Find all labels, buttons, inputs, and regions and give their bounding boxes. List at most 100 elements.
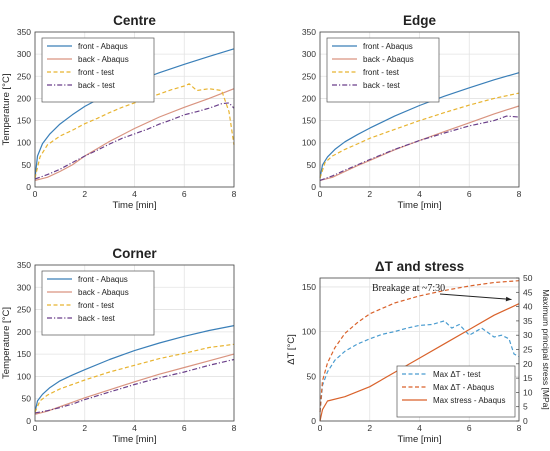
y-tick-label: 0 — [26, 182, 31, 192]
legend-label: front - test — [78, 301, 115, 310]
y-tick-label: 300 — [17, 49, 31, 59]
legend-label: back - Abaqus — [78, 288, 129, 297]
legend-label: front - Abaqus — [78, 275, 128, 284]
y-tick-label: 250 — [302, 71, 316, 81]
y-tick-label: 100 — [302, 327, 316, 337]
legend: front - Abaqus back - Abaqus front - test b… — [41, 37, 155, 103]
y2-tick-label: 35 — [523, 316, 533, 326]
legend-label: back - Abaqus — [363, 55, 414, 64]
x-tick-label: 2 — [367, 189, 372, 199]
y-axis-label: Temperature [°C] — [1, 74, 12, 146]
legend-box — [326, 37, 440, 103]
x-tick-label: 2 — [367, 423, 372, 433]
x-tick-label: 0 — [318, 423, 323, 433]
legend-label: back - test — [78, 81, 116, 90]
y2-tick-label: 40 — [523, 302, 533, 312]
series-line-3 — [34, 343, 235, 413]
legend-label: front - Abaqus — [78, 42, 128, 51]
y2-tick-label: 50 — [523, 273, 533, 283]
y-tick-label: 50 — [22, 394, 32, 404]
y-tick-label: 50 — [307, 160, 317, 170]
y-tick-label: 0 — [26, 416, 31, 426]
series-line-2 — [34, 88, 235, 181]
x-tick-label: 6 — [182, 189, 187, 199]
y-tick-label: 0 — [311, 416, 316, 426]
y-tick-label: 200 — [17, 327, 31, 337]
x-axis-label: Time [min] — [113, 200, 157, 211]
series-line-3 — [319, 303, 520, 422]
annotation-arrowhead — [505, 296, 512, 302]
annotation-label: Breakage at ~7:30 — [372, 283, 445, 294]
series-line-1 — [319, 72, 520, 179]
axes-frame — [34, 31, 235, 188]
series-line-1 — [319, 320, 520, 413]
y2-tick-label: 20 — [523, 359, 533, 369]
x-axis-label: Time [min] — [398, 200, 442, 211]
y-tick-label: 50 — [307, 371, 317, 381]
legend-box — [41, 270, 155, 336]
y-tick-label: 350 — [302, 27, 316, 37]
y-tick-label: 150 — [17, 116, 31, 126]
legend-label: Max ΔT - Abaqus — [433, 383, 494, 392]
y-tick-label: 100 — [17, 138, 31, 148]
x-tick-label: 8 — [232, 423, 237, 433]
y-tick-label: 300 — [302, 49, 316, 59]
y2-tick-label: 5 — [523, 402, 528, 412]
y-tick-label: 350 — [17, 27, 31, 37]
y2-tick-label: 45 — [523, 287, 533, 297]
y-tick-label: 200 — [17, 93, 31, 103]
legend-label: front - Abaqus — [363, 42, 413, 51]
chart-panel-1: 0 2 4 6 8 0 50 100 150 200 250 300 350 Centre Time [mi… — [1, 13, 237, 211]
y-tick-label: 100 — [17, 371, 31, 381]
legend-box — [41, 37, 155, 103]
y-tick-label: 250 — [17, 71, 31, 81]
legend: front - Abaqus back - Abaqus front - test b… — [41, 270, 155, 336]
y2-tick-label: 25 — [523, 345, 533, 355]
chart-panel-2: 0 2 4 6 8 0 50 100 150 200 250 300 350 Edge Time [min]… — [302, 13, 522, 211]
y-tick-label: 300 — [17, 282, 31, 292]
x-tick-label: 6 — [467, 423, 472, 433]
legend-label: front - test — [363, 68, 400, 77]
y-tick-label: 150 — [17, 349, 31, 359]
chart-title: Edge — [403, 13, 436, 28]
x-tick-label: 4 — [132, 189, 137, 199]
chart-title: ΔT and stress — [375, 259, 464, 274]
x-tick-label: 4 — [417, 189, 422, 199]
legend-label: front - test — [78, 68, 115, 77]
x-tick-label: 2 — [82, 423, 87, 433]
y2-tick-label: 30 — [523, 330, 533, 340]
chart-title: Centre — [113, 13, 156, 28]
series-line-4 — [34, 102, 235, 180]
x-tick-label: 0 — [33, 189, 38, 199]
series-line-1 — [34, 48, 235, 179]
x-tick-label: 6 — [182, 423, 187, 433]
legend-label: back - test — [363, 81, 401, 90]
y-tick-label: 150 — [302, 116, 316, 126]
axes-frame — [34, 264, 235, 422]
x-axis-label: Time [min] — [113, 434, 157, 445]
annotation-arrow — [439, 293, 512, 300]
axes-frame — [319, 277, 520, 422]
series-line-1 — [34, 325, 235, 413]
series-line-3 — [319, 92, 520, 179]
x-tick-label: 0 — [318, 189, 323, 199]
x-axis-label: Time [min] — [398, 434, 442, 445]
legend: front - Abaqus back - Abaqus front - test b… — [326, 37, 440, 103]
y2-axis-label: Maximum principal stress [MPa] — [541, 289, 550, 409]
x-tick-label: 0 — [33, 423, 38, 433]
x-tick-label: 8 — [517, 189, 522, 199]
legend-label: Max ΔT - test — [433, 370, 481, 379]
legend-label: Max stress - Abaqus — [433, 396, 505, 405]
y-axis-label: ΔT [°C] — [286, 334, 297, 365]
chart-panel-3: 0 2 4 6 8 0 50 100 150 200 250 300 350 Corner Time [mi… — [1, 246, 237, 445]
series-line-4 — [319, 115, 520, 181]
y-tick-label: 250 — [17, 305, 31, 315]
y2-tick-label: 15 — [523, 373, 533, 383]
x-tick-label: 6 — [467, 189, 472, 199]
y-tick-label: 350 — [17, 260, 31, 270]
y-tick-label: 200 — [302, 93, 316, 103]
x-tick-label: 4 — [132, 423, 137, 433]
y-tick-label: 0 — [311, 182, 316, 192]
